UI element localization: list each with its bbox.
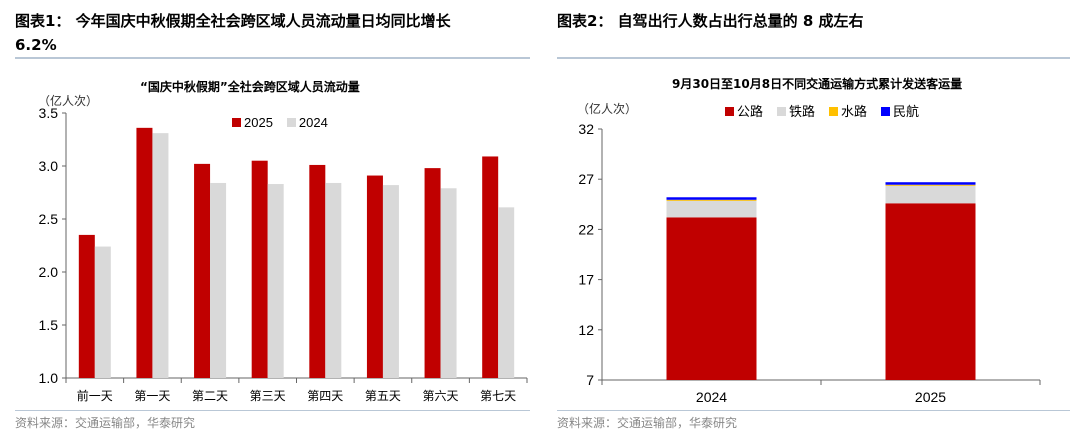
bar-2025-5 xyxy=(366,175,383,378)
x-tick-label: 第三天 xyxy=(250,389,286,403)
y-tick-label: 1.5 xyxy=(39,317,59,333)
bar-2025-7 xyxy=(482,156,499,378)
x-tick-label: 第六天 xyxy=(423,389,459,403)
left-legend: 2025 2024 xyxy=(232,115,328,130)
left-heading-cont: 6.2% xyxy=(15,36,57,54)
bar-2024-2 xyxy=(210,182,227,378)
bar-2024-1 xyxy=(152,133,169,378)
legend-item-rail: 铁路 xyxy=(777,101,815,120)
bar-铁路-2025 xyxy=(885,185,976,204)
y-tick-label: 2.0 xyxy=(39,264,59,280)
y-tick-label: 32 xyxy=(578,121,594,137)
y-tick-label: 27 xyxy=(578,171,594,187)
left-source: 资料来源：交通运输部，华泰研究 xyxy=(15,416,196,430)
bar-公路-2025 xyxy=(885,203,976,380)
y-tick-label: 17 xyxy=(578,272,594,288)
bar-2025-3 xyxy=(251,160,268,378)
left-y-unit: （亿人次） xyxy=(38,94,99,108)
y-tick-label: 12 xyxy=(578,322,594,338)
right-source: 资料来源：交通运输部，华泰研究 xyxy=(557,416,738,430)
x-tick-label: 第二天 xyxy=(192,389,228,403)
bar-民航-2024 xyxy=(666,197,757,200)
left-footer-divider xyxy=(15,410,530,411)
y-tick-label: 2.5 xyxy=(39,211,59,227)
legend-item-road: 公路 xyxy=(725,101,763,120)
bar-2025-4 xyxy=(309,164,326,378)
bar-2024-0 xyxy=(94,246,111,378)
y-tick-label: 7 xyxy=(586,372,594,388)
bar-水路-2024 xyxy=(666,199,757,201)
bar-2024-5 xyxy=(382,185,399,378)
bar-2024-7 xyxy=(498,207,515,378)
x-tick-label: 前一天 xyxy=(77,388,113,403)
x-tick-label: 第七天 xyxy=(480,389,516,403)
left-bar-chart: 1.0 1.5 2.0 2.5 3.0 3.5 前一天 第一天 第二天 第三天 第四天 第五天 第六天 第… xyxy=(39,105,528,403)
bar-2024-4 xyxy=(325,182,342,378)
x-tick-label: 第四天 xyxy=(307,389,343,403)
y-tick-label: 3.0 xyxy=(39,158,59,174)
legend-item-water: 水路 xyxy=(829,101,867,120)
right-heading: 图表2： 自驾出行人数占出行总量的 8 成左右 xyxy=(557,12,864,30)
bar-铁路-2024 xyxy=(666,200,757,218)
x-tick-label: 2024 xyxy=(696,389,727,405)
bar-2024-3 xyxy=(267,184,284,378)
bar-2025-6 xyxy=(424,168,441,378)
y-tick-label: 22 xyxy=(578,221,594,237)
x-tick-label: 第五天 xyxy=(365,389,401,403)
x-tick-label: 2025 xyxy=(915,389,946,405)
right-divider xyxy=(557,57,1070,59)
bar-2025-0 xyxy=(78,234,95,378)
right-stacked-bar-chart: 7 12 17 22 27 32 2024 2025 xyxy=(578,121,1041,405)
bar-公路-2024 xyxy=(666,217,757,380)
bar-民航-2025 xyxy=(885,182,976,185)
right-chart-title: 9月30日至10月8日不同交通运输方式累计发送客运量 xyxy=(672,77,963,91)
left-divider xyxy=(15,57,530,59)
bar-2025-2 xyxy=(194,163,211,378)
right-footer-divider xyxy=(557,410,1070,411)
legend-item-air: 民航 xyxy=(881,101,919,120)
legend-item-2024: 2024 xyxy=(286,115,328,130)
y-tick-label: 3.5 xyxy=(39,105,59,121)
right-y-unit: （亿人次） xyxy=(577,102,638,116)
bar-水路-2025 xyxy=(885,184,976,186)
left-heading: 图表1： 今年国庆中秋假期全社会跨区域人员流动量日均同比增长 xyxy=(15,12,451,30)
left-chart-title: “国庆中秋假期”全社会跨区域人员流动量 xyxy=(140,80,360,94)
right-legend: 公路 铁路 水路 民航 xyxy=(725,101,919,120)
bar-2025-1 xyxy=(136,127,153,378)
legend-item-2025: 2025 xyxy=(232,115,273,130)
x-tick-label: 第一天 xyxy=(134,389,170,403)
bar-2024-6 xyxy=(440,188,457,378)
y-tick-label: 1.0 xyxy=(39,370,59,386)
